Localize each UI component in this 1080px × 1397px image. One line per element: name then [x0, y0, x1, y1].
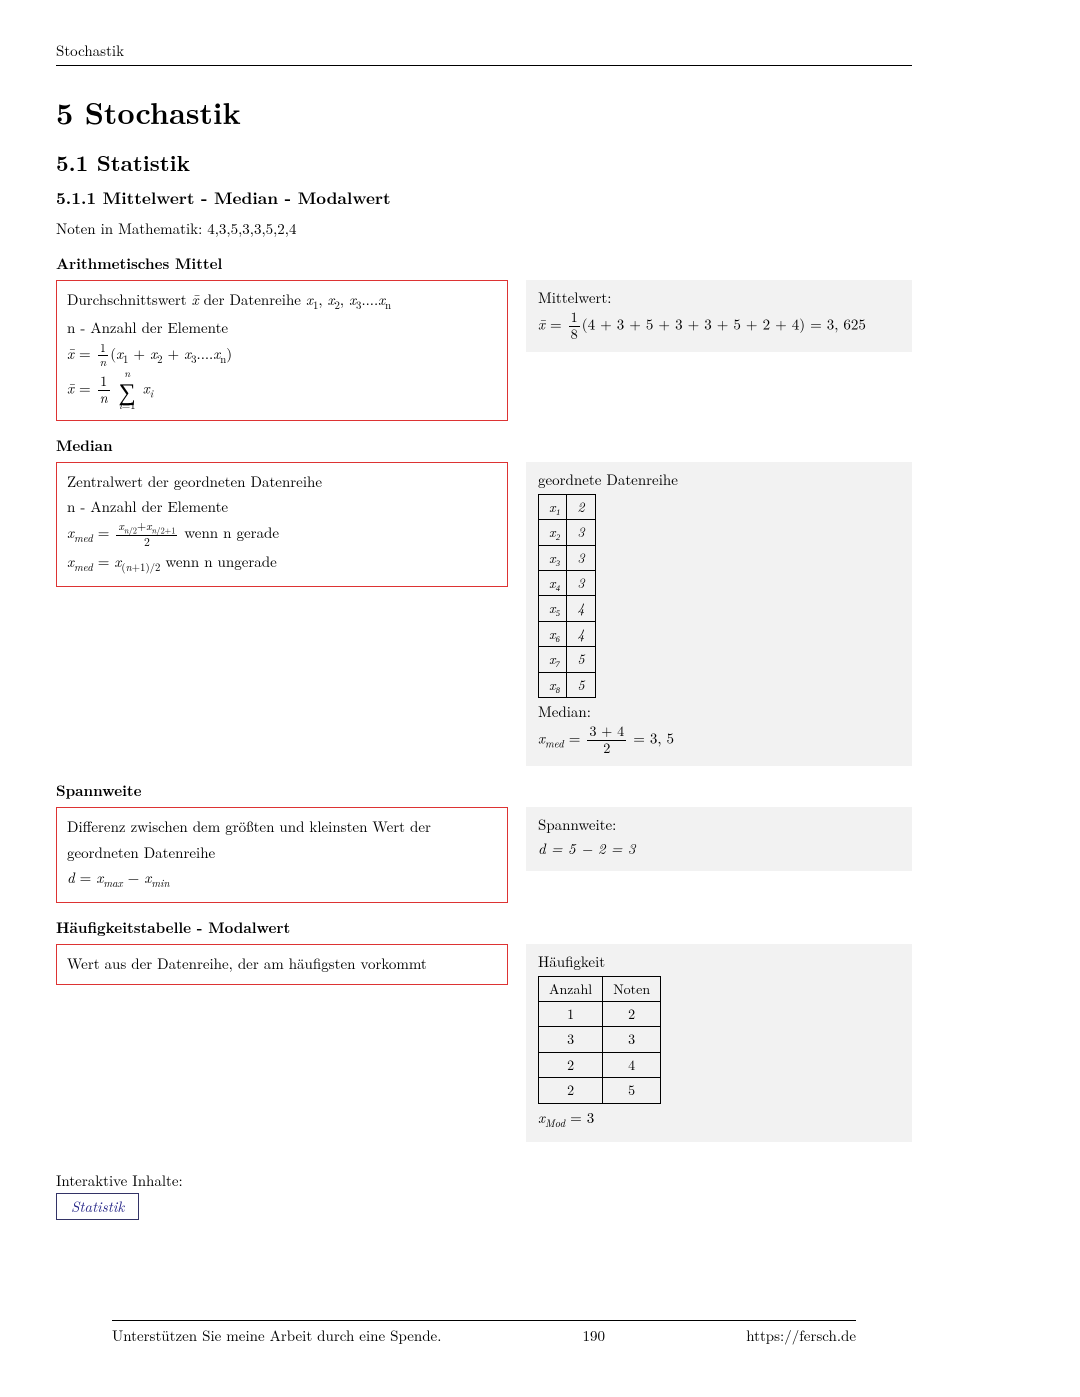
text: = 3 — [565, 1107, 594, 1128]
example-expr: d = 5 − 2 = 3 — [538, 837, 900, 861]
example-median: geordnete Datenreihe x₁2x₂3x₃3x₄3x₅4x₆4x… — [526, 462, 912, 766]
row-median: Zentralwert der geordneten Datenreihe n … — [56, 462, 912, 766]
text: Durchschnittswert — [67, 289, 192, 310]
ordered-data-table: x₁2x₂3x₃3x₄3x₅4x₆4x₇5x₈5 — [538, 494, 596, 698]
def-line: Wert aus der Datenreihe, der am häufigst… — [67, 951, 497, 977]
example-modal: Häufigkeit AnzahlNoten12332425 xMod = 3 — [526, 944, 912, 1142]
def-line: Zentralwert der geordneten Datenreihe — [67, 469, 497, 495]
heading-mean: Arithmetisches Mittel — [56, 253, 912, 274]
definition-median: Zentralwert der geordneten Datenreihe n … — [56, 462, 508, 587]
formula-mean-sigma: x̄ = 1n n∑i=1 xi — [67, 369, 497, 412]
def-line: Differenz zwischen dem größten und klein… — [67, 814, 497, 865]
intro-text: Noten in Mathematik: 4,3,5,3,3,5,2,4 — [56, 218, 912, 239]
formula-median-odd: xmed = x(n+1)/2 wenn n ungerade — [67, 549, 497, 577]
median-expr: xmed = 3 + 42 = 3, 5 — [538, 724, 900, 756]
text: wenn n gerade — [179, 522, 279, 543]
text: (4 + 3 + 5 + 3 + 3 + 5 + 2 + 4) = 3, 625 — [582, 313, 866, 334]
text: der Datenreihe — [199, 289, 306, 310]
running-head: Stochastik — [56, 40, 912, 66]
footer-left: Unterstützen Sie meine Arbeit durch eine… — [112, 1325, 441, 1346]
example-label: geordnete Datenreihe — [538, 468, 900, 492]
example-mean: Mittelwert: x̄ = 18(4 + 3 + 5 + 3 + 3 + … — [526, 280, 912, 352]
interactive-link[interactable]: Statistik — [56, 1193, 139, 1220]
example-label: Häufigkeit — [538, 950, 900, 974]
definition-modal: Wert aus der Datenreihe, der am häufigst… — [56, 944, 508, 986]
example-range: Spannweite: d = 5 − 2 = 3 — [526, 807, 912, 871]
def-line: Durchschnittswert x̄ der Datenreihe x1, … — [67, 287, 497, 315]
subsection-title: 5.1.1 Mittelwert - Median - Modalwert — [56, 186, 912, 210]
row-modal: Wert aus der Datenreihe, der am häufigst… — [56, 944, 912, 1142]
text: wenn n ungerade — [160, 551, 276, 572]
example-label: Mittelwert: — [538, 286, 900, 310]
example-label: Spannweite: — [538, 813, 900, 837]
footer-page-number: 190 — [583, 1325, 606, 1346]
heading-modal: Häufigkeitstabelle - Modalwert — [56, 917, 912, 938]
link-text: Statistik — [71, 1196, 124, 1217]
chapter-title: 5 Stochastik — [56, 90, 912, 133]
frequency-table: AnzahlNoten12332425 — [538, 976, 661, 1104]
row-mean: Durchschnittswert x̄ der Datenreihe x1, … — [56, 280, 912, 421]
interactive-label: Interaktive Inhalte: — [56, 1170, 912, 1191]
heading-range: Spannweite — [56, 780, 912, 801]
definition-range: Differenz zwischen dem größten und klein… — [56, 807, 508, 902]
definition-mean: Durchschnittswert x̄ der Datenreihe x1, … — [56, 280, 508, 421]
footer-right[interactable]: https://fersch.de — [746, 1325, 856, 1346]
row-range: Differenz zwischen dem größten und klein… — [56, 807, 912, 902]
formula-median-even: xmed = xn/2+xn/2+12 wenn n gerade — [67, 520, 497, 549]
section-title: 5.1 Statistik — [56, 147, 912, 178]
def-line: n - Anzahl der Elemente — [67, 494, 497, 520]
formula-mean-expanded: x̄ = 1n(x1 + x2 + x3....xn) — [67, 341, 497, 369]
page-footer: Unterstützen Sie meine Arbeit durch eine… — [112, 1320, 856, 1346]
example-expr: x̄ = 18(4 + 3 + 5 + 3 + 3 + 5 + 2 + 4) =… — [538, 310, 900, 342]
heading-median: Median — [56, 435, 912, 456]
formula-range: d = xmax − xmin — [67, 865, 497, 893]
modal-expr: xMod = 3 — [538, 1106, 900, 1132]
text: = 3, 5 — [628, 727, 674, 748]
def-line: n - Anzahl der Elemente — [67, 315, 497, 341]
